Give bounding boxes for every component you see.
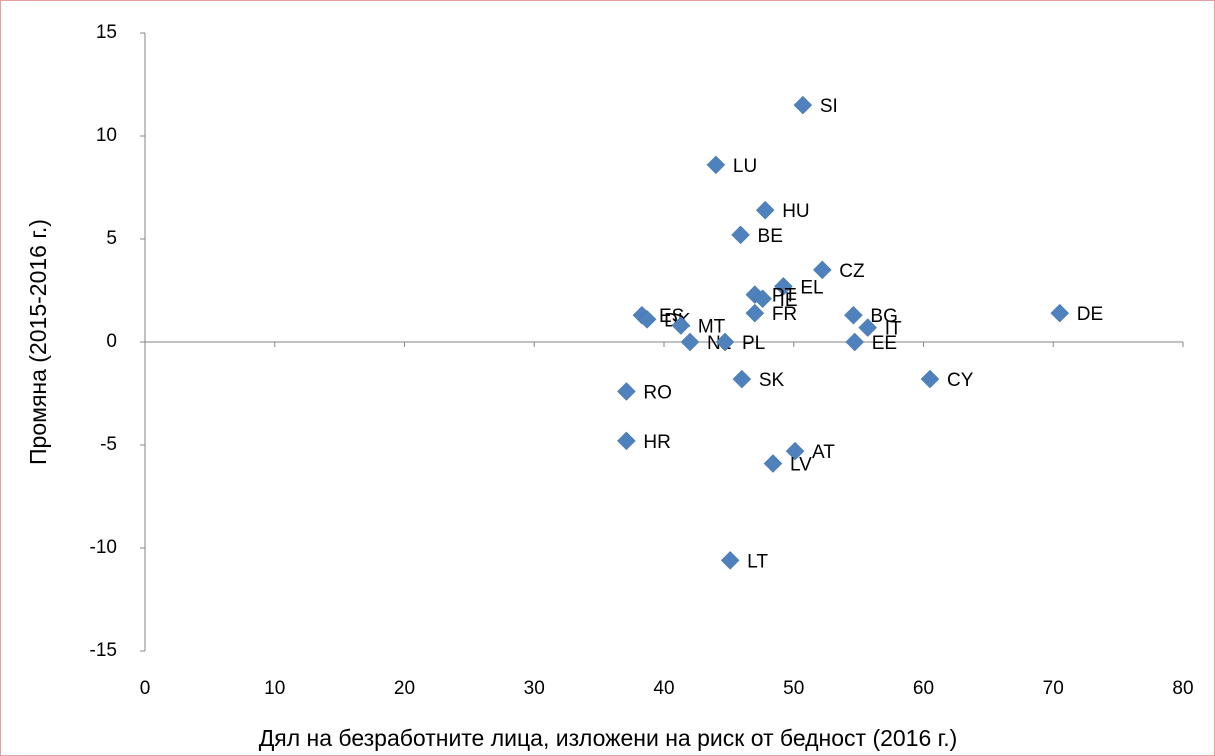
point: [755, 200, 775, 220]
y-tick-label: 5: [106, 228, 117, 249]
y-tick-label: 0: [106, 331, 117, 352]
point-label: BG: [870, 306, 897, 327]
point: [720, 551, 740, 570]
point-label: AT: [812, 442, 835, 463]
point: [920, 369, 940, 389]
point: [793, 95, 813, 115]
point-label: BE: [758, 226, 783, 247]
point: [774, 277, 793, 296]
x-tick-label: 10: [264, 678, 285, 699]
point-label: HR: [643, 432, 670, 453]
point: [706, 155, 726, 175]
x-tick-label: 50: [783, 678, 804, 699]
point-label: LU: [733, 156, 757, 177]
point-label: IT: [885, 319, 902, 340]
point-label: SI: [820, 96, 838, 117]
point: [845, 332, 865, 352]
point: [637, 309, 657, 329]
point: [1050, 303, 1070, 323]
point-label: LV: [790, 455, 812, 476]
point: [858, 318, 878, 337]
y-tick-label: -15: [90, 640, 117, 661]
point: [732, 369, 752, 389]
point: [812, 260, 832, 280]
point: [715, 332, 735, 352]
x-axis-title: Дял на безработните лица, изложени на ри…: [259, 725, 958, 751]
point-label: FR: [772, 304, 797, 325]
point: [753, 289, 772, 309]
x-tick-label: 60: [913, 678, 934, 699]
point-label: PT: [772, 286, 797, 307]
y-axis-title: Промяна (2015-2016 г.): [25, 219, 51, 465]
x-tick-label: 20: [394, 678, 415, 699]
point: [617, 382, 636, 401]
point-label: CY: [947, 370, 974, 391]
x-tick-label: 40: [653, 678, 674, 699]
point: [844, 305, 863, 325]
point: [785, 441, 805, 461]
y-tick-label: 10: [96, 125, 117, 146]
point: [731, 225, 750, 245]
point: [680, 332, 700, 352]
point: [763, 454, 783, 473]
x-tick-label: 70: [1043, 678, 1064, 699]
point-label: DE: [1077, 304, 1103, 325]
point-label: EE: [872, 333, 897, 354]
y-tick-label: 15: [96, 22, 117, 43]
point-label: MT: [698, 317, 726, 338]
point-label: LT: [747, 551, 768, 572]
y-tick-label: -10: [90, 537, 117, 558]
x-tick-label: 80: [1172, 678, 1193, 699]
point-label: EL: [800, 277, 823, 298]
point-label: RO: [643, 382, 672, 403]
point: [671, 316, 691, 335]
point: [745, 303, 765, 323]
point: [617, 431, 636, 451]
point-label: IE: [780, 290, 798, 311]
x-tick-label: 30: [524, 678, 545, 699]
point-label: SK: [759, 370, 785, 391]
x-tick-label: 0: [140, 678, 151, 699]
point-label: HU: [782, 201, 809, 222]
point-label: PL: [742, 333, 765, 354]
y-tick-label: -5: [100, 434, 117, 455]
point-label: CZ: [839, 261, 865, 282]
